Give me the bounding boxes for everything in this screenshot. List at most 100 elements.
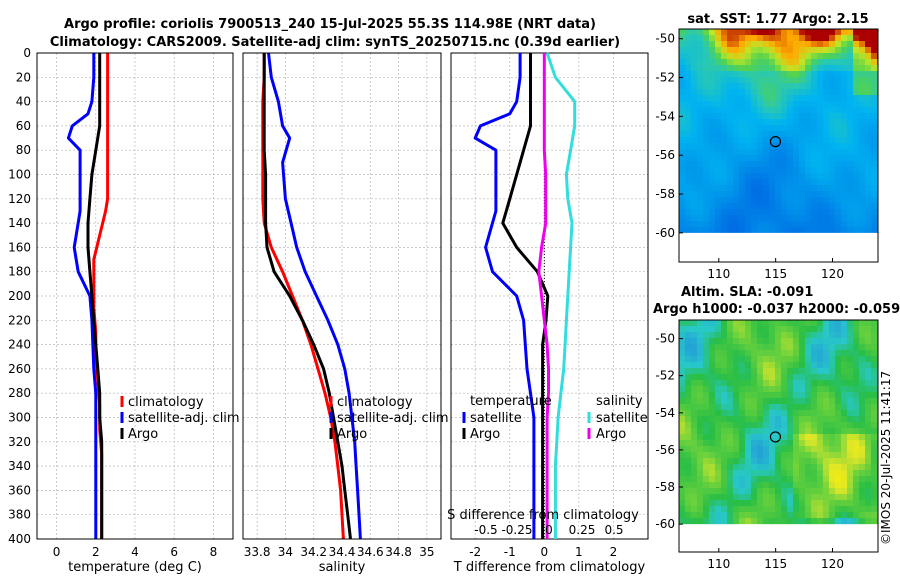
sst-map-heatmap-cell bbox=[835, 131, 841, 137]
sla-map-heatmap-cell bbox=[859, 410, 865, 416]
sst-map-heatmap-cell bbox=[763, 89, 769, 95]
sst-map-heatmap-cell bbox=[745, 113, 751, 119]
sst-map-heatmap-cell bbox=[805, 155, 811, 161]
sla-map-heatmap-cell bbox=[781, 470, 787, 476]
sst-map-heatmap-cell bbox=[745, 209, 751, 215]
sst-map-heatmap-cell bbox=[763, 161, 769, 167]
sst-map-heatmap-cell bbox=[715, 137, 721, 143]
sst-map-heatmap-cell bbox=[823, 221, 829, 227]
sst-map-heatmap-cell bbox=[853, 59, 859, 65]
difference-legend-entry-salinity: satellite bbox=[596, 411, 648, 426]
sst-map-heatmap-cell bbox=[817, 209, 823, 215]
sla-map-heatmap-cell bbox=[841, 392, 847, 398]
sst-map-heatmap-cell bbox=[829, 83, 835, 89]
sst-map-y-tick-label: -50 bbox=[655, 32, 675, 46]
sla-map-heatmap-cell bbox=[871, 464, 877, 470]
sla-map-heatmap-cell bbox=[769, 518, 775, 524]
sla-map-heatmap-cell bbox=[697, 368, 703, 374]
sst-map-heatmap-cell bbox=[757, 83, 763, 89]
sst-map-heatmap-cell bbox=[697, 95, 703, 101]
sla-map-heatmap-cell bbox=[811, 326, 817, 332]
sst-map-heatmap-cell bbox=[859, 167, 865, 173]
sst-map-heatmap-cell bbox=[727, 137, 733, 143]
sst-map-heatmap-cell bbox=[769, 53, 775, 59]
sst-map-heatmap-cell bbox=[865, 185, 871, 191]
sla-map-heatmap-cell bbox=[793, 356, 799, 362]
sla-map-heatmap-cell bbox=[793, 404, 799, 410]
sla-map-heatmap-cell bbox=[727, 368, 733, 374]
sla-map-heatmap-cell bbox=[733, 506, 739, 512]
sst-map-heatmap-cell bbox=[787, 35, 793, 41]
sst-map-heatmap-cell bbox=[853, 113, 859, 119]
sla-map-heatmap-cell bbox=[685, 482, 691, 488]
sla-map-heatmap-cell bbox=[859, 344, 865, 350]
sst-map-heatmap-cell bbox=[793, 131, 799, 137]
sla-map-heatmap-cell bbox=[721, 422, 727, 428]
sla-map-y-tick-label: -60 bbox=[655, 517, 675, 531]
sla-map-heatmap-cell bbox=[781, 500, 787, 506]
sst-map-heatmap-cell bbox=[805, 203, 811, 209]
sla-map-heatmap-cell bbox=[835, 416, 841, 422]
sst-map-heatmap-cell bbox=[733, 29, 739, 35]
sst-map-heatmap-cell bbox=[853, 215, 859, 221]
sla-map-heatmap-cell bbox=[841, 494, 847, 500]
sst-map-heatmap-cell bbox=[871, 209, 877, 215]
sla-map-heatmap-cell bbox=[685, 416, 691, 422]
sla-map-heatmap-cell bbox=[829, 362, 835, 368]
sla-map-heatmap-cell bbox=[757, 326, 763, 332]
sst-map-heatmap-cell bbox=[793, 125, 799, 131]
sla-map-heatmap-cell bbox=[721, 458, 727, 464]
sla-map-heatmap-cell bbox=[769, 410, 775, 416]
sst-map-heatmap-cell bbox=[709, 113, 715, 119]
sla-map-heatmap-cell bbox=[871, 422, 877, 428]
sst-map-heatmap-cell bbox=[811, 209, 817, 215]
sst-map-heatmap-cell bbox=[745, 125, 751, 131]
sla-map-heatmap-cell bbox=[823, 440, 829, 446]
sla-map-heatmap-cell bbox=[751, 398, 757, 404]
sst-map-heatmap-cell bbox=[775, 71, 781, 77]
sst-map-heatmap-cell bbox=[793, 167, 799, 173]
sst-map-heatmap-cell bbox=[757, 59, 763, 65]
sst-map-heatmap-cell bbox=[697, 179, 703, 185]
salinity-x-tick-label: 34.2 bbox=[300, 545, 327, 559]
sla-map-heatmap-cell bbox=[799, 506, 805, 512]
sst-map-heatmap-cell bbox=[775, 29, 781, 35]
sst-map-heatmap-cell bbox=[805, 179, 811, 185]
sst-map-heatmap-cell bbox=[709, 209, 715, 215]
sst-map-heatmap-cell bbox=[721, 149, 727, 155]
sst-map-heatmap-cell bbox=[709, 29, 715, 35]
sla-map-heatmap-cell bbox=[865, 470, 871, 476]
sst-map-heatmap-cell bbox=[823, 209, 829, 215]
sst-map-heatmap-cell bbox=[871, 137, 877, 143]
sla-map-heatmap-cell bbox=[703, 494, 709, 500]
sla-map-heatmap-cell bbox=[817, 416, 823, 422]
sst-map-heatmap-cell bbox=[817, 53, 823, 59]
sla-map-heatmap-cell bbox=[847, 404, 853, 410]
sla-map-heatmap-cell bbox=[709, 380, 715, 386]
sla-map-heatmap-cell bbox=[763, 494, 769, 500]
sla-map-heatmap-cell bbox=[697, 440, 703, 446]
sla-map-heatmap-cell bbox=[739, 464, 745, 470]
sla-map-heatmap-cell bbox=[829, 398, 835, 404]
sst-map-heatmap-cell bbox=[799, 83, 805, 89]
sla-map-heatmap-cell bbox=[697, 494, 703, 500]
sla-map-heatmap-cell bbox=[733, 488, 739, 494]
sla-map-heatmap-cell bbox=[853, 470, 859, 476]
sla-map-heatmap-cell bbox=[685, 404, 691, 410]
sla-map-heatmap-cell bbox=[817, 434, 823, 440]
sla-map-heatmap-cell bbox=[853, 506, 859, 512]
sla-map-heatmap-cell bbox=[859, 356, 865, 362]
sla-map-heatmap-cell bbox=[787, 512, 793, 518]
sst-map-heatmap-cell bbox=[805, 137, 811, 143]
sla-map-heatmap-cell bbox=[865, 386, 871, 392]
sst-map-heatmap-cell bbox=[811, 215, 817, 221]
sla-map-heatmap-cell bbox=[679, 422, 685, 428]
sst-map-heatmap-cell bbox=[853, 89, 859, 95]
sla-map-heatmap-cell bbox=[781, 398, 787, 404]
sst-map-heatmap-cell bbox=[865, 107, 871, 113]
sst-map-heatmap-cell bbox=[769, 89, 775, 95]
sla-map-heatmap-cell bbox=[739, 518, 745, 524]
sst-map-heatmap-cell bbox=[817, 35, 823, 41]
sla-map-heatmap-cell bbox=[799, 500, 805, 506]
sla-map-x-tick-label: 110 bbox=[707, 557, 730, 571]
